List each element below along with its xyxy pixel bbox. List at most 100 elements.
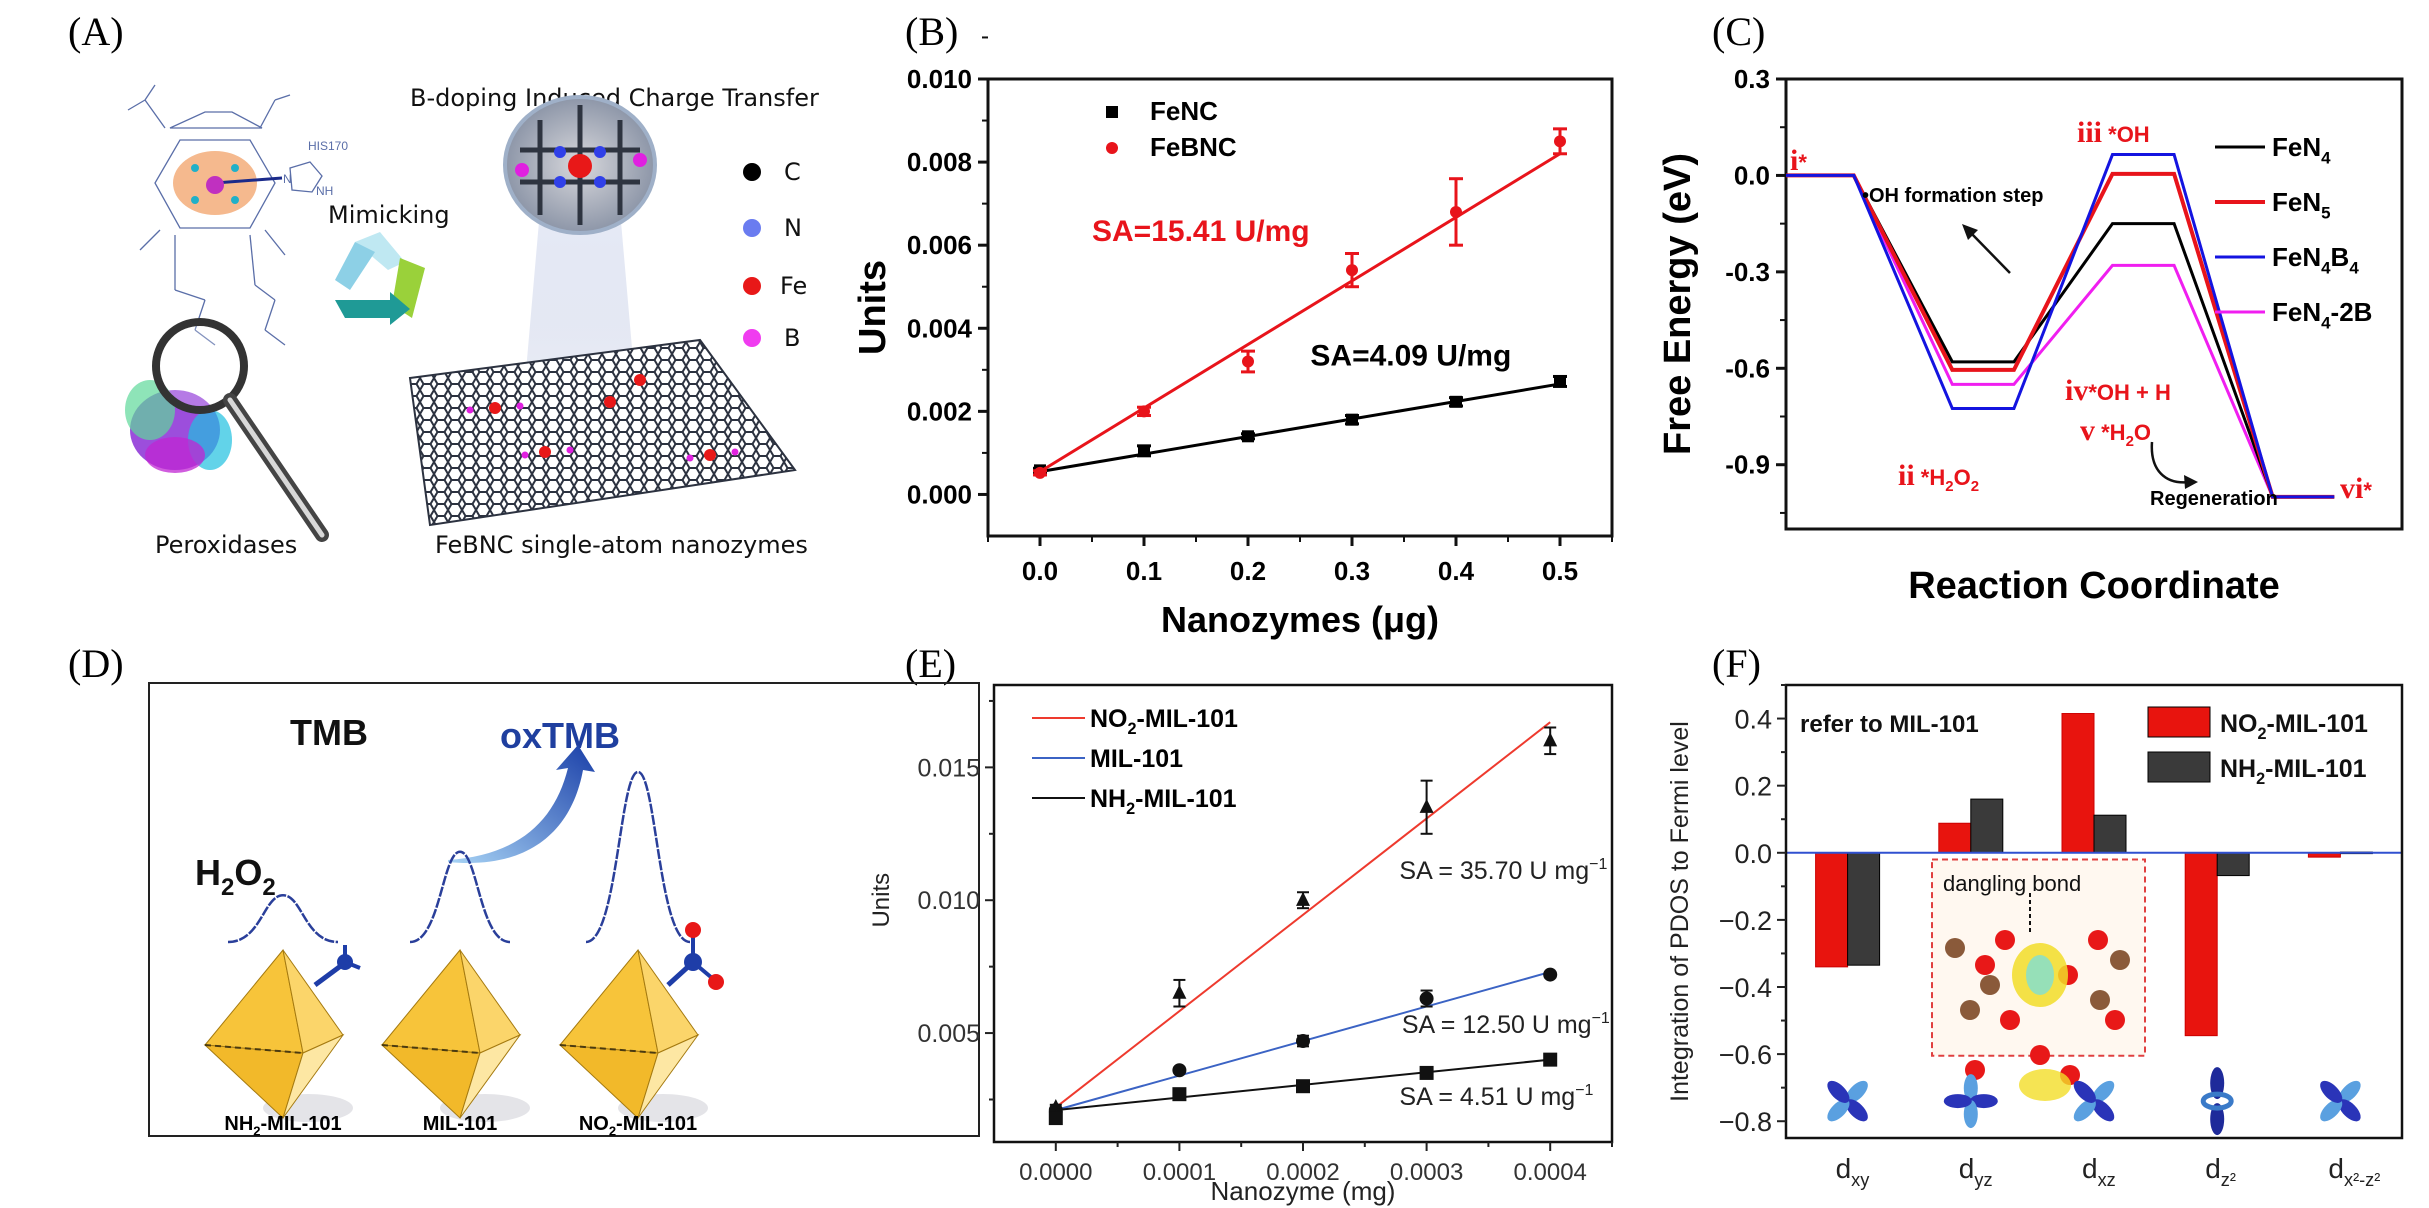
data-point — [1172, 984, 1187, 999]
x-tick-label: 0.0002 — [1266, 1159, 1339, 1186]
panel-a-schematic: B-doping Induced Charge Transfer HIS170 … — [125, 84, 819, 559]
x-axis-label: Reaction Coordinate — [1908, 565, 2280, 607]
annotation-arrowhead — [1962, 224, 1978, 240]
octahedron-edge — [204, 1044, 304, 1054]
panel-label-d: (D) — [68, 641, 124, 686]
orbital-lobe — [1969, 1094, 1998, 1109]
panel-label-e: (E) — [905, 641, 957, 686]
data-point — [1554, 135, 1566, 148]
absorbance-peak — [585, 770, 691, 944]
octahedron-face — [637, 1033, 700, 1119]
plot-frame — [1784, 683, 2404, 1140]
orbital-lobe — [2210, 1067, 2225, 1100]
legend-label: FeN4-2B — [2272, 297, 2372, 332]
material-label: MIL-101 — [423, 1113, 497, 1135]
data-point — [1346, 264, 1358, 277]
y-tick-label: 0.008 — [907, 147, 972, 177]
step-label: iv*OH + H — [2065, 374, 2171, 407]
legend-n-label: N — [784, 214, 802, 242]
legend-label: FeNC — [1150, 96, 1218, 126]
x-tick-label: 0.5 — [1542, 556, 1578, 586]
data-point — [1296, 1079, 1310, 1094]
data-point — [1450, 395, 1462, 408]
panel-label-c: (C) — [1712, 9, 1766, 54]
y-tick-label: 0.4 — [1734, 705, 1772, 735]
orbital-lobe — [1963, 1100, 1978, 1129]
legend-b-label: B — [784, 324, 800, 352]
y-tick-label: 0.0 — [1734, 160, 1770, 190]
inset-atom — [1975, 955, 1995, 975]
recycle-icon — [335, 232, 425, 325]
data-point — [1419, 798, 1434, 813]
x-axis-label: Nanozymes (μg) — [1161, 599, 1439, 640]
data-point — [1296, 891, 1310, 906]
regeneration-arrowhead — [2184, 475, 2198, 489]
inset-atom — [2030, 1045, 2050, 1065]
absorbance-peak — [409, 850, 511, 944]
orbital-lobe — [2210, 1103, 2225, 1136]
annotation-arrow — [1969, 231, 2011, 274]
legend-label: NO2-MIL-101 — [1090, 705, 1238, 738]
material-label: NH2-MIL-101 — [224, 1113, 341, 1139]
x-tick-label: 0.0 — [1022, 556, 1058, 586]
d-orbital-icon — [2320, 1080, 2361, 1122]
y-tick-label: 0.0 — [1734, 839, 1772, 869]
data-point — [1034, 466, 1046, 479]
panel-label-b: (B) — [905, 9, 959, 54]
data-point — [1543, 1052, 1558, 1067]
orbital-lobe — [2092, 1080, 2115, 1103]
bar — [2093, 814, 2127, 854]
orbital-lobe — [2073, 1080, 2096, 1103]
legend-marker — [1106, 106, 1118, 118]
inset-atom — [1980, 975, 2000, 995]
y-tick-label: -0.6 — [1725, 353, 1770, 383]
x-tick-label: 0.0000 — [1019, 1159, 1092, 1186]
y-axis-label: Integration of PDOS to Fermi level — [1666, 721, 1694, 1102]
bar — [2184, 852, 2218, 1037]
y-tick-label: 0.010 — [907, 64, 972, 94]
y-tick-label: 0.002 — [907, 396, 972, 426]
orbital-lobe — [2338, 1080, 2361, 1103]
y-tick-label: 0.004 — [907, 313, 973, 343]
orbital-lobe — [1845, 1099, 1868, 1122]
data-point — [1554, 375, 1566, 388]
bar — [2216, 852, 2250, 877]
y-axis-label: Units — [868, 873, 895, 928]
oxygen-atom-icon — [708, 974, 724, 990]
legend-swatch — [2147, 706, 2211, 738]
dangling-bond-label: dangling bond — [1943, 871, 2081, 896]
specific-activity-label: SA = 12.50 U mg−1 — [1402, 1010, 1610, 1039]
energy-profile-line — [1786, 153, 2335, 499]
amino-group-icon — [344, 960, 361, 970]
inset-atom — [2105, 1010, 2125, 1030]
y-tick-label: 0.010 — [917, 887, 980, 915]
fe-atom-icon — [206, 176, 224, 194]
category-label: dx²-z² — [2328, 1153, 2380, 1190]
bar — [1970, 798, 2004, 854]
bar — [1847, 852, 1881, 966]
octahedron-edge — [381, 1044, 481, 1054]
d-orbital-icon — [1943, 1074, 1998, 1129]
bar — [2061, 713, 2095, 854]
legend-label: FeN5 — [2272, 187, 2331, 222]
data-point — [1172, 1063, 1187, 1078]
y-tick-label: −0.4 — [1719, 973, 1772, 1003]
y-tick-label: 0.000 — [907, 479, 972, 509]
oxygen-atom-icon — [685, 922, 701, 938]
legend-marker — [1106, 142, 1118, 154]
fit-line — [1055, 721, 1551, 1109]
y-tick-label: -0.9 — [1725, 450, 1770, 480]
y-tick-label: −0.8 — [1719, 1107, 1772, 1137]
peroxidases-label: Peroxidases — [155, 531, 297, 559]
step-label: v *H2O — [2080, 414, 2151, 450]
category-label: dyz — [1959, 1153, 1993, 1190]
d-orbital-icon — [2073, 1080, 2115, 1122]
step-label: iii *OH — [2077, 116, 2150, 149]
y-tick-label: −0.2 — [1719, 906, 1772, 936]
reference-annotation: refer to MIL-101 — [1800, 711, 1979, 738]
his170-label: HIS170 — [308, 139, 348, 153]
mimicking-label: Mimicking — [328, 201, 450, 229]
data-point — [1419, 991, 1434, 1006]
